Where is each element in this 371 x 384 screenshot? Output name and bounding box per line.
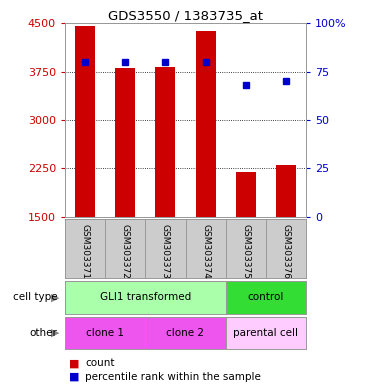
- Bar: [115, 68, 135, 217]
- Text: cell type: cell type: [13, 292, 58, 303]
- Bar: [65, 281, 226, 314]
- Text: count: count: [85, 358, 115, 368]
- Text: GSM303376: GSM303376: [282, 223, 290, 279]
- Text: control: control: [248, 292, 284, 303]
- Text: GSM303372: GSM303372: [121, 223, 130, 278]
- Bar: [155, 67, 175, 217]
- Bar: [145, 317, 226, 349]
- Text: GSM303375: GSM303375: [241, 223, 250, 279]
- Bar: [75, 26, 95, 217]
- Text: clone 1: clone 1: [86, 328, 124, 338]
- Bar: [65, 317, 145, 349]
- Text: GSM303374: GSM303374: [201, 223, 210, 278]
- Bar: [226, 317, 306, 349]
- Text: other: other: [30, 328, 58, 338]
- Text: GLI1 transformed: GLI1 transformed: [100, 292, 191, 303]
- Text: ▶: ▶: [51, 328, 59, 338]
- Bar: [226, 281, 306, 314]
- Text: parental cell: parental cell: [233, 328, 298, 338]
- Bar: [196, 31, 216, 217]
- Text: clone 2: clone 2: [167, 328, 204, 338]
- Text: ■: ■: [69, 358, 79, 368]
- Text: ▶: ▶: [51, 292, 59, 303]
- Text: GSM303373: GSM303373: [161, 223, 170, 279]
- Text: GSM303371: GSM303371: [81, 223, 89, 279]
- Bar: [276, 165, 296, 217]
- Text: ■: ■: [69, 372, 79, 382]
- Title: GDS3550 / 1383735_at: GDS3550 / 1383735_at: [108, 9, 263, 22]
- Text: percentile rank within the sample: percentile rank within the sample: [85, 372, 261, 382]
- Bar: [236, 172, 256, 217]
